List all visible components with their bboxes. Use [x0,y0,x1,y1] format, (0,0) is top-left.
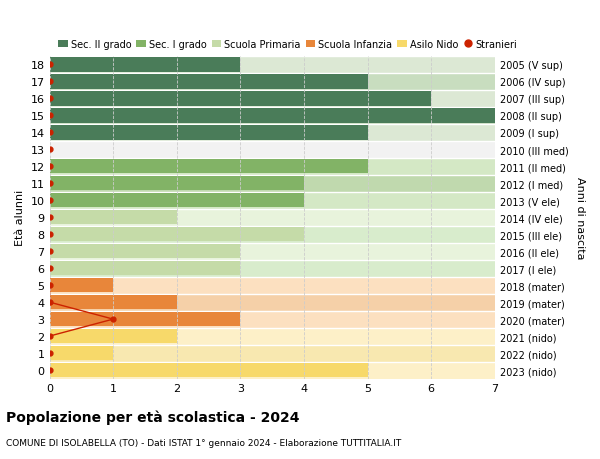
Bar [50,346,113,360]
Bar [50,75,368,90]
Bar [50,362,495,379]
Bar [50,312,241,327]
Bar [50,92,431,106]
Text: COMUNE DI ISOLABELLA (TO) - Dati ISTAT 1° gennaio 2024 - Elaborazione TUTTITALIA: COMUNE DI ISOLABELLA (TO) - Dati ISTAT 1… [6,438,401,448]
Bar [50,294,495,311]
Bar [50,209,495,226]
Bar [50,141,495,158]
Bar [50,345,495,362]
Bar [50,177,304,191]
Bar [50,363,368,377]
Bar [50,278,113,293]
Bar [50,192,495,209]
Bar [50,228,304,242]
Bar [50,126,368,140]
Bar [50,58,241,73]
Bar [50,194,304,208]
Bar [50,295,177,310]
Bar [50,260,495,277]
Bar [50,261,241,276]
Bar [50,160,368,174]
Y-axis label: Anni di nascita: Anni di nascita [575,177,585,259]
Bar [50,245,241,259]
Bar [50,226,495,243]
Bar [50,57,495,74]
Bar [50,277,495,294]
Bar [50,158,495,175]
Bar [50,243,495,260]
Bar [50,90,495,107]
Y-axis label: Età alunni: Età alunni [15,190,25,246]
Bar [50,74,495,90]
Bar [50,175,495,192]
Bar [50,311,495,328]
Bar [50,329,177,343]
Legend: Sec. II grado, Sec. I grado, Scuola Primaria, Scuola Infanzia, Asilo Nido, Stran: Sec. II grado, Sec. I grado, Scuola Prim… [55,36,521,54]
Bar [50,211,177,225]
Bar [50,107,495,124]
Bar [50,328,495,345]
Bar [50,124,495,141]
Text: Popolazione per età scolastica - 2024: Popolazione per età scolastica - 2024 [6,410,299,425]
Bar [50,109,495,123]
